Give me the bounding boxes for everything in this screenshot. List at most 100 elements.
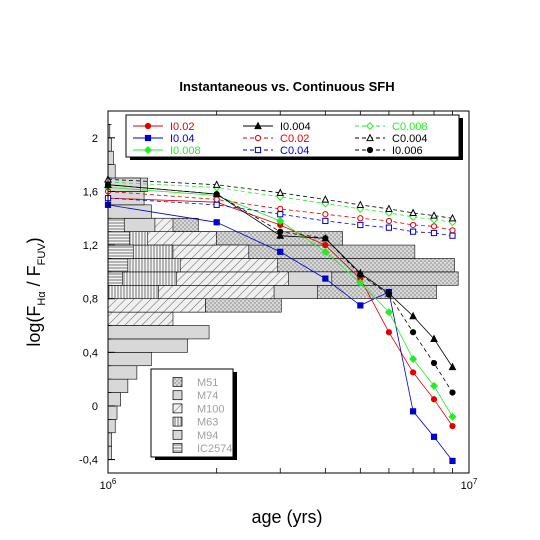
data-point (409, 221, 417, 229)
data-point (321, 195, 330, 203)
y-tick-label: 0,4 (83, 347, 98, 359)
data-point (276, 216, 285, 225)
histogram-legend-m100: M100 (172, 403, 225, 415)
y-label-end: ) (24, 237, 44, 243)
histogram-bar (107, 392, 121, 407)
data-point (385, 291, 393, 298)
histogram-legend-label: M100 (197, 403, 225, 415)
histogram-legend-swatch (172, 443, 183, 453)
histogram-legend-swatch (172, 377, 183, 387)
histogram-bar (107, 311, 174, 326)
data-point (254, 146, 262, 154)
data-point (276, 188, 285, 196)
series-line (107, 184, 453, 393)
legend-label: I0.02 (170, 121, 194, 133)
y-label-sub2: FUV (36, 243, 48, 266)
data-point (449, 389, 456, 396)
legend-entry-c0-04: C0.04 (243, 145, 309, 157)
histogram-legend-m51: M51 (172, 377, 218, 389)
data-point (356, 200, 365, 208)
data-point (321, 247, 330, 256)
y-axis-label: log(FHα / FFUV) (24, 237, 48, 346)
legend-entry-c0-008: C0.008 (355, 121, 427, 133)
data-point (277, 248, 284, 255)
data-point (366, 146, 374, 154)
axes-layer: -0,4 0 0,4 0,8 1,2 1,6 2 106 107 (79, 111, 478, 492)
data-point (430, 211, 438, 219)
histogram-legend-label: M63 (197, 417, 218, 429)
legend-label: C0.04 (280, 145, 309, 157)
histogram-bar (107, 419, 116, 434)
histogram-bar (107, 217, 125, 232)
y-label-mid: / F (24, 265, 44, 291)
legend-entry-i0-006: I0.006 (355, 145, 423, 157)
data-point (277, 205, 284, 212)
data-point (357, 221, 364, 229)
data-point (357, 215, 364, 222)
histogram-legend-swatch (172, 429, 183, 440)
histogram-bar (107, 150, 114, 165)
histogram-legend-swatch (172, 390, 183, 401)
histogram-legend-label: M74 (197, 390, 218, 402)
legend-entry-c0-02: C0.02 (243, 133, 309, 145)
data-point (385, 204, 393, 212)
y-label-main: log(F (24, 306, 44, 347)
data-point (385, 224, 393, 231)
legend-label: C0.004 (392, 133, 427, 145)
series-i0-006 (104, 181, 456, 396)
histogram-bar (107, 298, 206, 313)
histogram-bar (107, 338, 188, 353)
data-point (448, 213, 457, 222)
data-point (430, 229, 438, 237)
y-label-sub1: Hα (36, 291, 48, 306)
legend-label: C0.02 (280, 133, 309, 145)
data-point (254, 121, 262, 130)
data-point (385, 217, 393, 225)
y-tick-label: 1,2 (83, 240, 98, 252)
data-point (356, 278, 365, 287)
data-point (449, 232, 456, 239)
histogram-bar (107, 137, 112, 152)
y-tick-label: 0 (92, 401, 98, 413)
data-point (366, 133, 374, 142)
data-point (430, 334, 438, 343)
data-point (409, 228, 417, 235)
x-tick-label: 107 (461, 477, 478, 492)
data-point (357, 302, 364, 309)
data-point (276, 231, 285, 239)
histogram-bar (107, 284, 159, 300)
data-point (144, 122, 152, 130)
data-point (213, 201, 220, 208)
data-point (384, 308, 393, 317)
legend-entry-i0-004: I0.004 (243, 121, 311, 133)
data-point (322, 241, 329, 249)
data-point (212, 180, 221, 188)
histogram-bar (107, 204, 152, 219)
data-point (365, 121, 375, 131)
data-point (277, 228, 284, 235)
data-point (409, 311, 417, 320)
legend-entry-i0-04: I0.04 (133, 133, 194, 145)
histogram-bar (107, 271, 123, 286)
histogram-legend-box (150, 368, 234, 458)
histogram-legend-swatch (172, 416, 183, 427)
data-point (385, 329, 393, 336)
histogram-legend-ic2574: IC2574 (172, 443, 232, 455)
histogram-legend-m63: M63 (172, 416, 218, 429)
data-point (322, 235, 329, 242)
histogram-bar (107, 258, 129, 273)
histogram-bar (107, 432, 112, 447)
data-point (449, 227, 456, 234)
legend-box (125, 114, 460, 158)
series-c0-004 (104, 174, 457, 222)
data-point (409, 208, 417, 216)
y-tick-label: 2 (92, 133, 98, 145)
data-point (430, 223, 438, 230)
x-tick-label: 106 (100, 477, 117, 492)
data-point (430, 433, 438, 440)
y-tick-label: 1,6 (83, 186, 98, 198)
histogram-bar (107, 231, 130, 246)
svg-text:log(FHα / FFUV): log(FHα / FFUV) (24, 237, 48, 346)
histogram-bar (107, 244, 134, 259)
